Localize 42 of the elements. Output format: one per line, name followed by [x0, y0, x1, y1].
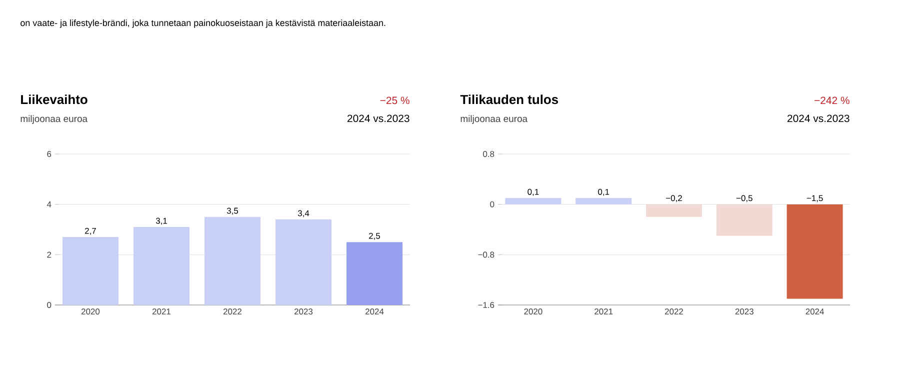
x-tick-label: 2024 — [806, 308, 824, 315]
text: on vaate- ja lifestyle-brändi, joka tunnetaan painokuoseistaan ja kestävistä materiaaleistaan. — [20, 19, 386, 28]
data-label: 3,1 — [156, 218, 167, 225]
data-label: 3,4 — [298, 210, 310, 218]
y-tick-label: 2 — [47, 252, 52, 258]
x-tick-label: 2021 — [152, 308, 171, 315]
x-tick-label: 2023 — [735, 308, 754, 315]
y-tick-label: 0.8 — [483, 151, 494, 157]
chart-subtitle: miljoonaa euroa — [20, 115, 88, 124]
x-tick-label: 2022 — [665, 308, 683, 315]
x-tick-label: 2023 — [294, 308, 313, 315]
text: −25 % — [380, 96, 410, 104]
data-label: −0,5 — [736, 195, 752, 202]
data-label: 2,7 — [85, 228, 96, 235]
y-tick-label: 0 — [47, 302, 52, 308]
chart-subtitle: miljoonaa euroa — [460, 115, 528, 124]
data-label: 0,1 — [598, 188, 610, 196]
data-label: 0,1 — [528, 188, 539, 196]
data-label: −1,5 — [806, 195, 823, 202]
bar — [276, 219, 332, 305]
chart-title: Tilikauden tulos — [460, 94, 558, 104]
y-tick-label: 6 — [47, 151, 52, 157]
x-tick-label: 2020 — [82, 308, 100, 315]
x-tick-label: 2021 — [594, 308, 613, 315]
bar — [346, 242, 403, 305]
y-tick-label: 4 — [46, 201, 52, 208]
y-tick-label: −0.8 — [478, 252, 494, 258]
data-label: −0,2 — [666, 195, 682, 202]
y-tick-label: −1.6 — [478, 302, 494, 308]
bar — [134, 226, 190, 305]
x-tick-label: 2020 — [524, 308, 542, 315]
x-tick-label: 2022 — [224, 308, 242, 315]
x-tick-label: 2024 — [366, 308, 384, 315]
chart-title: Liikevaihto — [21, 94, 88, 104]
data-label: 3,5 — [226, 208, 238, 215]
bar — [204, 216, 261, 305]
bar — [62, 237, 118, 305]
data-label: 2,5 — [369, 232, 380, 240]
y-tick-label: 0 — [490, 201, 494, 208]
text: 2024 vs.2023 — [788, 114, 850, 122]
text: −242 % — [814, 96, 850, 104]
text: 2024 vs.2023 — [348, 114, 410, 122]
